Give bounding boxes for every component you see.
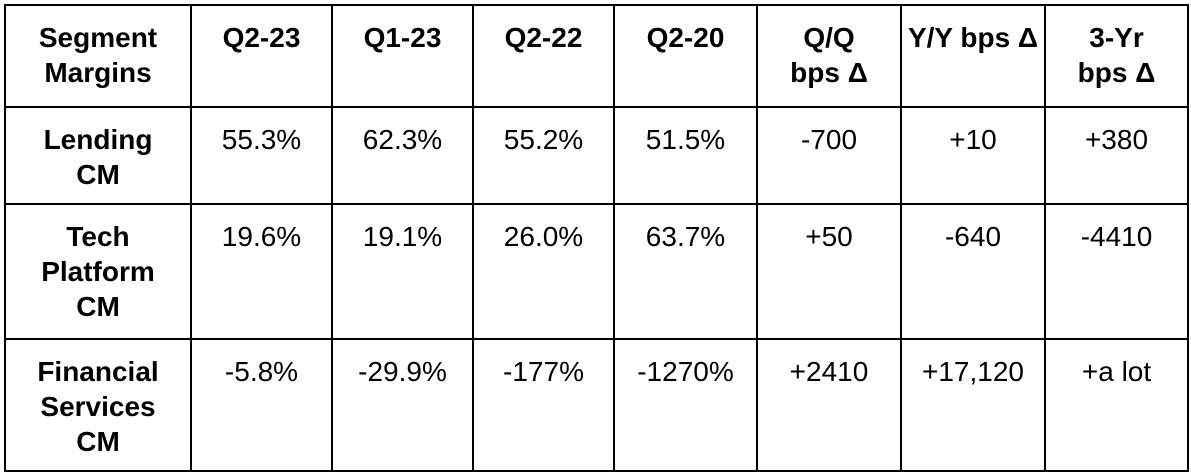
table-cell: 63.7%	[613, 203, 758, 340]
table-cell: 19.6%	[190, 203, 333, 340]
table-cell: -29.9%	[331, 338, 474, 472]
header-segment-margins: Segment Margins	[4, 4, 192, 108]
header-q2-22: Q2-22	[472, 4, 615, 108]
table-cell: 55.2%	[472, 106, 615, 205]
table-cell: +10	[900, 106, 1046, 205]
table-cell: +50	[756, 203, 902, 340]
row-label-financial-services-cm: Financial Services CM	[4, 338, 192, 472]
segment-margins-table: Segment Margins Q2-23 Q1-23 Q2-22 Q2-20 …	[4, 4, 1189, 472]
table-row: Financial Services CM -5.8% -29.9% -177%…	[4, 338, 1189, 472]
table-cell: -177%	[472, 338, 615, 472]
table-cell: -640	[900, 203, 1046, 340]
table-cell: 19.1%	[331, 203, 474, 340]
table-cell: +2410	[756, 338, 902, 472]
row-label-tech-platform-cm: Tech Platform CM	[4, 203, 192, 340]
table-cell: -5.8%	[190, 338, 333, 472]
table-cell: 55.3%	[190, 106, 333, 205]
table-cell: +380	[1044, 106, 1189, 205]
header-q2-20: Q2-20	[613, 4, 758, 108]
table-cell: 51.5%	[613, 106, 758, 205]
header-q1-23: Q1-23	[331, 4, 474, 108]
table-cell: +17,120	[900, 338, 1046, 472]
table-cell: 26.0%	[472, 203, 615, 340]
table-cell: -1270%	[613, 338, 758, 472]
table-cell: -700	[756, 106, 902, 205]
header-yy-bps-delta: Y/Y bps Δ	[900, 4, 1046, 108]
table-cell: +a lot	[1044, 338, 1189, 472]
header-row: Segment Margins Q2-23 Q1-23 Q2-22 Q2-20 …	[4, 4, 1189, 108]
row-label-lending-cm: Lending CM	[4, 106, 192, 205]
table-cell: 62.3%	[331, 106, 474, 205]
header-q2-23: Q2-23	[190, 4, 333, 108]
table-cell: -4410	[1044, 203, 1189, 340]
header-qq-bps-delta: Q/Q bps Δ	[756, 4, 902, 108]
header-3yr-bps-delta: 3-Yr bps Δ	[1044, 4, 1189, 108]
table-row: Lending CM 55.3% 62.3% 55.2% 51.5% -700 …	[4, 106, 1189, 205]
table-row: Tech Platform CM 19.6% 19.1% 26.0% 63.7%…	[4, 203, 1189, 340]
